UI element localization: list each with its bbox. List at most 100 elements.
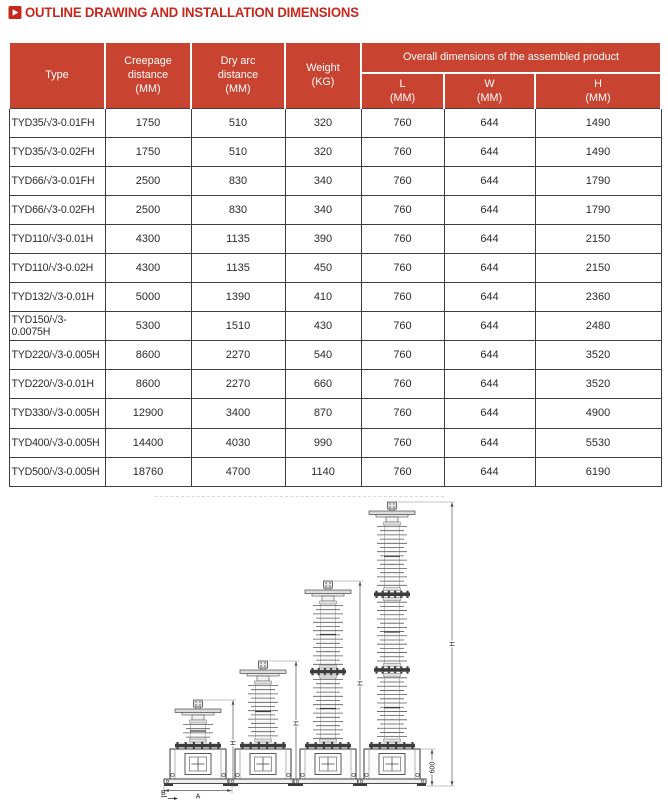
weight-cell: 320 bbox=[284, 107, 362, 138]
h-cell: 1490 bbox=[534, 136, 662, 167]
type-cell: TYD330/√3-0.005H bbox=[8, 398, 106, 429]
l-cell: 760 bbox=[360, 136, 445, 167]
type-cell: TYD400/√3-0.005H bbox=[8, 427, 106, 458]
transformer-figure: H bbox=[293, 580, 366, 786]
table-row: TYD132/√3-0.01H 5000 1390 410 760 644 23… bbox=[8, 282, 662, 313]
table-row: TYD35/√3-0.02FH 1750 510 320 760 644 149… bbox=[8, 136, 662, 167]
l-cell: 760 bbox=[360, 398, 445, 429]
col-header-creepage: Creepage distance (MM) bbox=[104, 41, 192, 109]
creepage-cell: 1750 bbox=[104, 107, 192, 138]
type-cell: TYD66/√3-0.01FH bbox=[8, 165, 106, 196]
col-header-type: Type bbox=[8, 41, 106, 109]
w-cell: 644 bbox=[443, 369, 536, 400]
weight-cell: 430 bbox=[284, 311, 362, 342]
l-cell: 760 bbox=[360, 311, 445, 342]
l-cell: 760 bbox=[360, 427, 445, 458]
dry-arc-cell: 1390 bbox=[190, 282, 286, 313]
h-cell: 1790 bbox=[534, 165, 662, 196]
dry-arc-cell: 4030 bbox=[190, 427, 286, 458]
weight-cell: 990 bbox=[284, 427, 362, 458]
h-cell: 1490 bbox=[534, 107, 662, 138]
col-header-overall: Overall dimensions of the assembled prod… bbox=[360, 41, 662, 74]
w-cell: 644 bbox=[443, 427, 536, 458]
transformer-figure: H A B bbox=[161, 699, 239, 801]
h-cell: 4900 bbox=[534, 398, 662, 429]
creepage-cell: 5000 bbox=[104, 282, 192, 313]
weight-cell: 870 bbox=[284, 398, 362, 429]
w-cell: 644 bbox=[443, 107, 536, 138]
section-title: OUTLINE DRAWING AND INSTALLATION DIMENSI… bbox=[25, 4, 359, 20]
creepage-cell: 2500 bbox=[104, 165, 192, 196]
l-cell: 760 bbox=[360, 282, 445, 313]
creepage-cell: 4300 bbox=[104, 223, 192, 254]
h-cell: 3520 bbox=[534, 340, 662, 371]
w-cell: 644 bbox=[443, 165, 536, 196]
height-dim-label: H bbox=[293, 721, 300, 726]
weight-cell: 390 bbox=[284, 223, 362, 254]
table-body: TYD35/√3-0.01FH 1750 510 320 760 644 149… bbox=[8, 107, 662, 487]
dry-arc-cell: 830 bbox=[190, 165, 286, 196]
l-cell: 760 bbox=[360, 456, 445, 487]
dimensions-table: Type Creepage distance (MM) Dry arc dist… bbox=[8, 41, 662, 487]
table-row: TYD66/√3-0.02FH 2500 830 340 760 644 179… bbox=[8, 194, 662, 225]
w-cell: 644 bbox=[443, 398, 536, 429]
height-dim-label: H bbox=[449, 641, 456, 646]
w-cell: 644 bbox=[443, 340, 536, 371]
creepage-cell: 1750 bbox=[104, 136, 192, 167]
col-header-w: W (MM) bbox=[443, 72, 536, 109]
creepage-cell: 4300 bbox=[104, 252, 192, 284]
h-cell: 6190 bbox=[534, 456, 662, 487]
dry-arc-cell: 510 bbox=[190, 107, 286, 138]
height-dim-label: H bbox=[357, 681, 364, 686]
weight-cell: 540 bbox=[284, 340, 362, 371]
h-cell: 2150 bbox=[534, 223, 662, 254]
type-cell: TYD220/√3-0.005H bbox=[8, 340, 106, 371]
col-header-dry-arc: Dry arc distance (MM) bbox=[190, 41, 286, 109]
table-row: TYD500/√3-0.005H 18760 4700 1140 760 644… bbox=[8, 456, 662, 487]
h-cell: 3520 bbox=[534, 369, 662, 400]
table-row: TYD220/√3-0.005H 8600 2270 540 760 644 3… bbox=[8, 340, 662, 371]
table-row: TYD220/√3-0.01H 8600 2270 660 760 644 35… bbox=[8, 369, 662, 400]
base-width-dim-label: A bbox=[196, 794, 201, 801]
creepage-cell: 14400 bbox=[104, 427, 192, 458]
outline-drawing: H A B H H H 600 bbox=[155, 496, 458, 801]
weight-cell: 410 bbox=[284, 282, 362, 313]
type-cell: TYD220/√3-0.01H bbox=[8, 369, 106, 400]
w-cell: 644 bbox=[443, 252, 536, 284]
dry-arc-cell: 4700 bbox=[190, 456, 286, 487]
weight-cell: 450 bbox=[284, 252, 362, 284]
weight-cell: 660 bbox=[284, 369, 362, 400]
w-cell: 644 bbox=[443, 282, 536, 313]
l-cell: 760 bbox=[360, 223, 445, 254]
dry-arc-cell: 1135 bbox=[190, 252, 286, 284]
play-icon bbox=[8, 5, 22, 19]
table-row: TYD35/√3-0.01FH 1750 510 320 760 644 149… bbox=[8, 107, 662, 138]
dry-arc-cell: 1135 bbox=[190, 223, 286, 254]
table-row: TYD110/√3-0.02H 4300 1135 450 760 644 21… bbox=[8, 252, 662, 284]
table-row: TYD330/√3-0.005H 12900 3400 870 760 644 … bbox=[8, 398, 662, 429]
col-header-l: L (MM) bbox=[360, 72, 445, 109]
creepage-cell: 2500 bbox=[104, 194, 192, 225]
w-cell: 644 bbox=[443, 136, 536, 167]
l-cell: 760 bbox=[360, 369, 445, 400]
weight-cell: 320 bbox=[284, 136, 362, 167]
type-cell: TYD35/√3-0.01FH bbox=[8, 107, 106, 138]
table-row: TYD400/√3-0.005H 14400 4030 990 760 644 … bbox=[8, 427, 662, 458]
weight-cell: 1140 bbox=[284, 456, 362, 487]
h-cell: 1790 bbox=[534, 194, 662, 225]
creepage-cell: 8600 bbox=[104, 340, 192, 371]
height-dim-label: H bbox=[230, 740, 237, 745]
type-cell: TYD500/√3-0.005H bbox=[8, 456, 106, 487]
dry-arc-cell: 1510 bbox=[190, 311, 286, 342]
l-cell: 760 bbox=[360, 340, 445, 371]
w-cell: 644 bbox=[443, 194, 536, 225]
w-cell: 644 bbox=[443, 456, 536, 487]
h-cell: 2480 bbox=[534, 311, 662, 342]
type-cell: TYD132/√3-0.01H bbox=[8, 282, 106, 313]
view-direction-label: B bbox=[161, 790, 166, 797]
col-header-h: H (MM) bbox=[534, 72, 662, 109]
col-header-weight: Weight (KG) bbox=[284, 41, 362, 109]
table-row: TYD150/√3-0.0075H 5300 1510 430 760 644 … bbox=[8, 311, 662, 342]
h-cell: 2360 bbox=[534, 282, 662, 313]
